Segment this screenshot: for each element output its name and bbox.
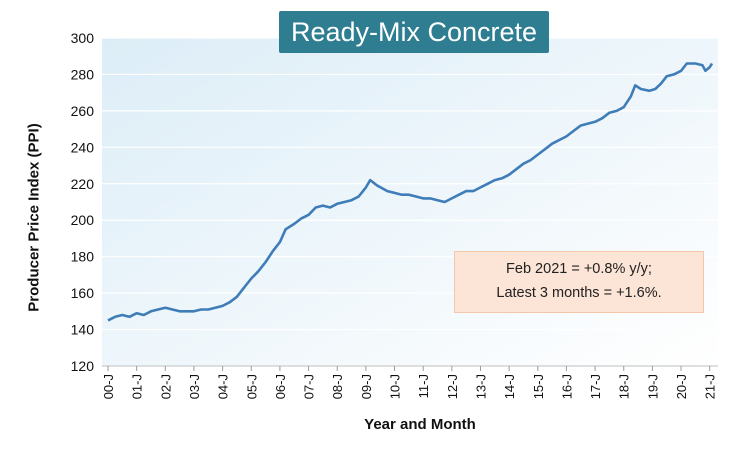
gridlines bbox=[102, 37, 718, 367]
x-tick-label: 21-J bbox=[703, 374, 718, 399]
x-axis-title: Year and Month bbox=[364, 416, 476, 433]
y-tick-label: 160 bbox=[71, 285, 95, 301]
y-axis-ticks: 120 140 160 180 200 220 240 260 280 300 bbox=[71, 30, 95, 374]
x-tick-label: 14-J bbox=[502, 374, 517, 399]
y-tick-label: 120 bbox=[71, 358, 95, 374]
x-tick-label: 02-J bbox=[158, 374, 173, 399]
y-tick-label: 180 bbox=[71, 249, 95, 265]
chart-title-box: Ready-Mix Concrete bbox=[279, 11, 549, 53]
chart-title: Ready-Mix Concrete bbox=[290, 17, 538, 47]
x-tick-label: 11-J bbox=[416, 374, 431, 398]
y-axis-title: Producer Price Index (PPI) bbox=[25, 123, 43, 312]
y-tick-label: 140 bbox=[71, 322, 95, 338]
x-tick-label: 19-J bbox=[645, 374, 660, 399]
x-tick-label: 10-J bbox=[388, 374, 403, 399]
x-tick-label: 05-J bbox=[244, 374, 259, 399]
x-tick-label: 04-J bbox=[216, 374, 231, 399]
x-tick-label: 17-J bbox=[588, 374, 603, 399]
x-tick-label: 03-J bbox=[187, 374, 202, 399]
series-line-ppi bbox=[107, 62, 714, 322]
x-tick-label: 08-J bbox=[330, 374, 345, 399]
x-tick-label: 09-J bbox=[359, 374, 374, 399]
x-tick-label: 01-J bbox=[130, 374, 145, 399]
y-tick-label: 260 bbox=[71, 103, 95, 119]
annotation-line-2: Latest 3 months = +1.6%. bbox=[496, 285, 662, 301]
y-tick-label: 200 bbox=[71, 212, 95, 228]
x-tick-label: 06-J bbox=[273, 374, 288, 399]
x-tick-label: 07-J bbox=[302, 374, 317, 399]
y-tick-label: 220 bbox=[71, 176, 95, 192]
annotation-line-1: Feb 2021 = +0.8% y/y; bbox=[506, 261, 652, 277]
x-tick-label: 16-J bbox=[559, 374, 574, 399]
x-tick-label: 12-J bbox=[445, 374, 460, 399]
y-tick-label: 240 bbox=[71, 139, 95, 155]
annotation-box: Feb 2021 = +0.8% y/y; Latest 3 months = … bbox=[454, 251, 704, 313]
x-tick-label: 13-J bbox=[473, 374, 488, 399]
x-axis-ticks: 00-J 01-J 02-J 03-J 04-J 05-J 06-J 07-J 08-J 09-J… bbox=[101, 365, 718, 399]
x-tick-label: 18-J bbox=[617, 374, 632, 399]
y-tick-label: 280 bbox=[71, 66, 95, 82]
y-tick-label: 300 bbox=[71, 30, 95, 46]
x-tick-label: 00-J bbox=[101, 374, 116, 399]
x-tick-label: 20-J bbox=[674, 374, 689, 399]
x-tick-label: 15-J bbox=[531, 374, 546, 399]
plot-area bbox=[102, 38, 718, 366]
